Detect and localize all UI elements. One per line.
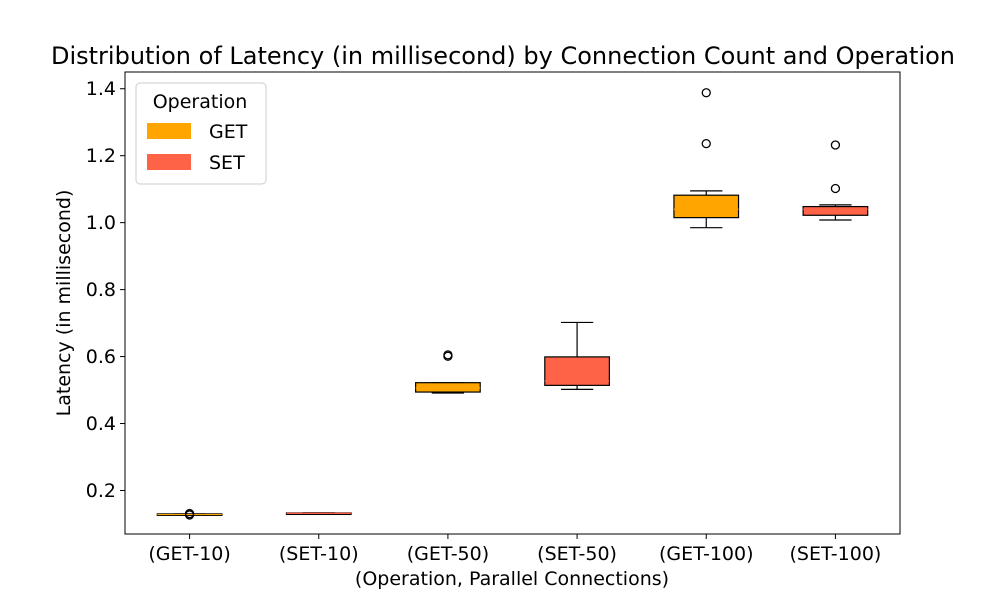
outlier-point (701, 138, 711, 149)
x-axis-label: (Operation, Parallel Connections) (355, 568, 669, 590)
y-tick-label: 1.2 (86, 145, 116, 167)
x-tick-label: (SET-50) (537, 543, 617, 565)
chart-title: Distribution of Latency (in millisecond)… (51, 42, 955, 70)
legend-title: Operation (153, 91, 248, 113)
x-tick-label: (SET-10) (279, 543, 359, 565)
box-set-10 (285, 512, 352, 516)
y-tick-label: 0.8 (86, 279, 116, 301)
x-tick-label: (GET-50) (407, 543, 489, 565)
x-tick-label: (SET-100) (789, 543, 881, 565)
outlier-point (830, 183, 841, 194)
outlier-point (184, 510, 195, 520)
legend: Operation GET SET (135, 82, 267, 185)
box-get-50 (415, 350, 481, 394)
y-tick-label: 1.0 (86, 212, 116, 234)
legend-label-get: GET (209, 121, 248, 143)
y-tick-label: 0.6 (86, 346, 116, 368)
box-set-50 (544, 321, 610, 390)
x-tick-label: (GET-100) (659, 543, 754, 565)
plot-area-frame (124, 71, 901, 535)
legend-label-set: SET (209, 152, 245, 174)
y-tick-label: 1.4 (86, 78, 116, 100)
y-tick-label: 0.2 (86, 480, 116, 502)
legend-swatch-get (147, 123, 191, 139)
outlier-point (443, 350, 453, 360)
legend-swatch-set (147, 154, 191, 170)
box-body (802, 205, 869, 216)
y-axis: 0.2 0.4 0.6 0.8 1.0 1.2 1.4 (86, 78, 125, 502)
box-series (156, 88, 869, 520)
y-tick-label: 0.4 (86, 413, 116, 435)
x-tick-label: (GET-10) (148, 543, 230, 565)
outlier-point (830, 140, 841, 150)
y-axis-label: Latency (in millisecond) (53, 190, 75, 417)
box-get-10 (156, 508, 223, 520)
box-body (673, 194, 740, 219)
outlier-point (701, 88, 711, 98)
box-set-100 (802, 140, 869, 221)
box-body (415, 382, 481, 393)
box-get-100 (673, 88, 740, 229)
x-axis: (GET-10) (SET-10) (GET-50) (SET-50) (GET-100… (148, 534, 881, 565)
